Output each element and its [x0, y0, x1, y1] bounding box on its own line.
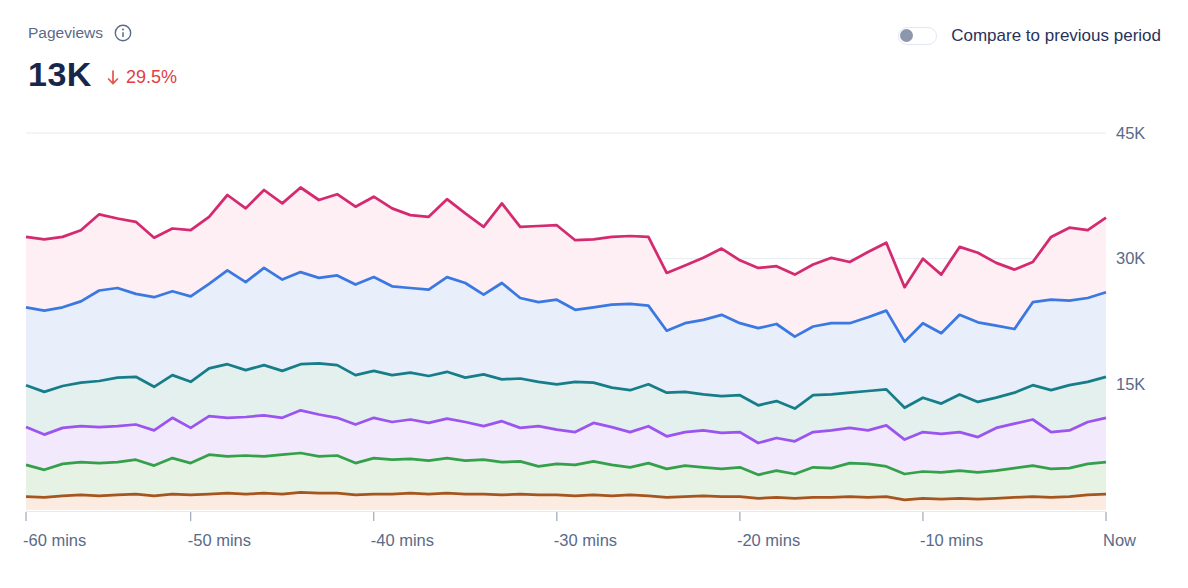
- toggle-knob: [900, 29, 913, 42]
- metric-row: 13K 29.5%: [28, 55, 177, 94]
- card-header: Pageviews: [28, 24, 132, 42]
- x-axis-label: -10 mins: [920, 531, 983, 549]
- compare-toggle[interactable]: [898, 27, 937, 45]
- compare-control: Compare to previous period: [898, 26, 1161, 46]
- x-axis-label: -50 mins: [188, 531, 251, 549]
- y-axis-label-15K: 15K: [1116, 375, 1145, 393]
- card-title: Pageviews: [28, 24, 103, 42]
- x-axis-label: -30 mins: [554, 531, 617, 549]
- pageviews-value: 13K: [28, 55, 92, 94]
- delta-percent: 29.5%: [126, 67, 177, 88]
- y-axis-label-30K: 30K: [1116, 249, 1145, 267]
- x-axis-label: -20 mins: [737, 531, 800, 549]
- x-axis-label: -60 mins: [23, 531, 86, 549]
- pageviews-delta: 29.5%: [107, 67, 177, 88]
- compare-toggle-label: Compare to previous period: [951, 26, 1161, 46]
- down-arrow-icon: [107, 69, 119, 86]
- info-icon[interactable]: [114, 24, 132, 42]
- x-axis-label: -40 mins: [371, 531, 434, 549]
- y-axis-label-45K: 45K: [1116, 124, 1145, 142]
- x-axis-label: Now: [1103, 531, 1136, 549]
- pageviews-chart: 45K 30K 15K -60 mins -50 mins -40 mins -30 min…: [0, 0, 1188, 588]
